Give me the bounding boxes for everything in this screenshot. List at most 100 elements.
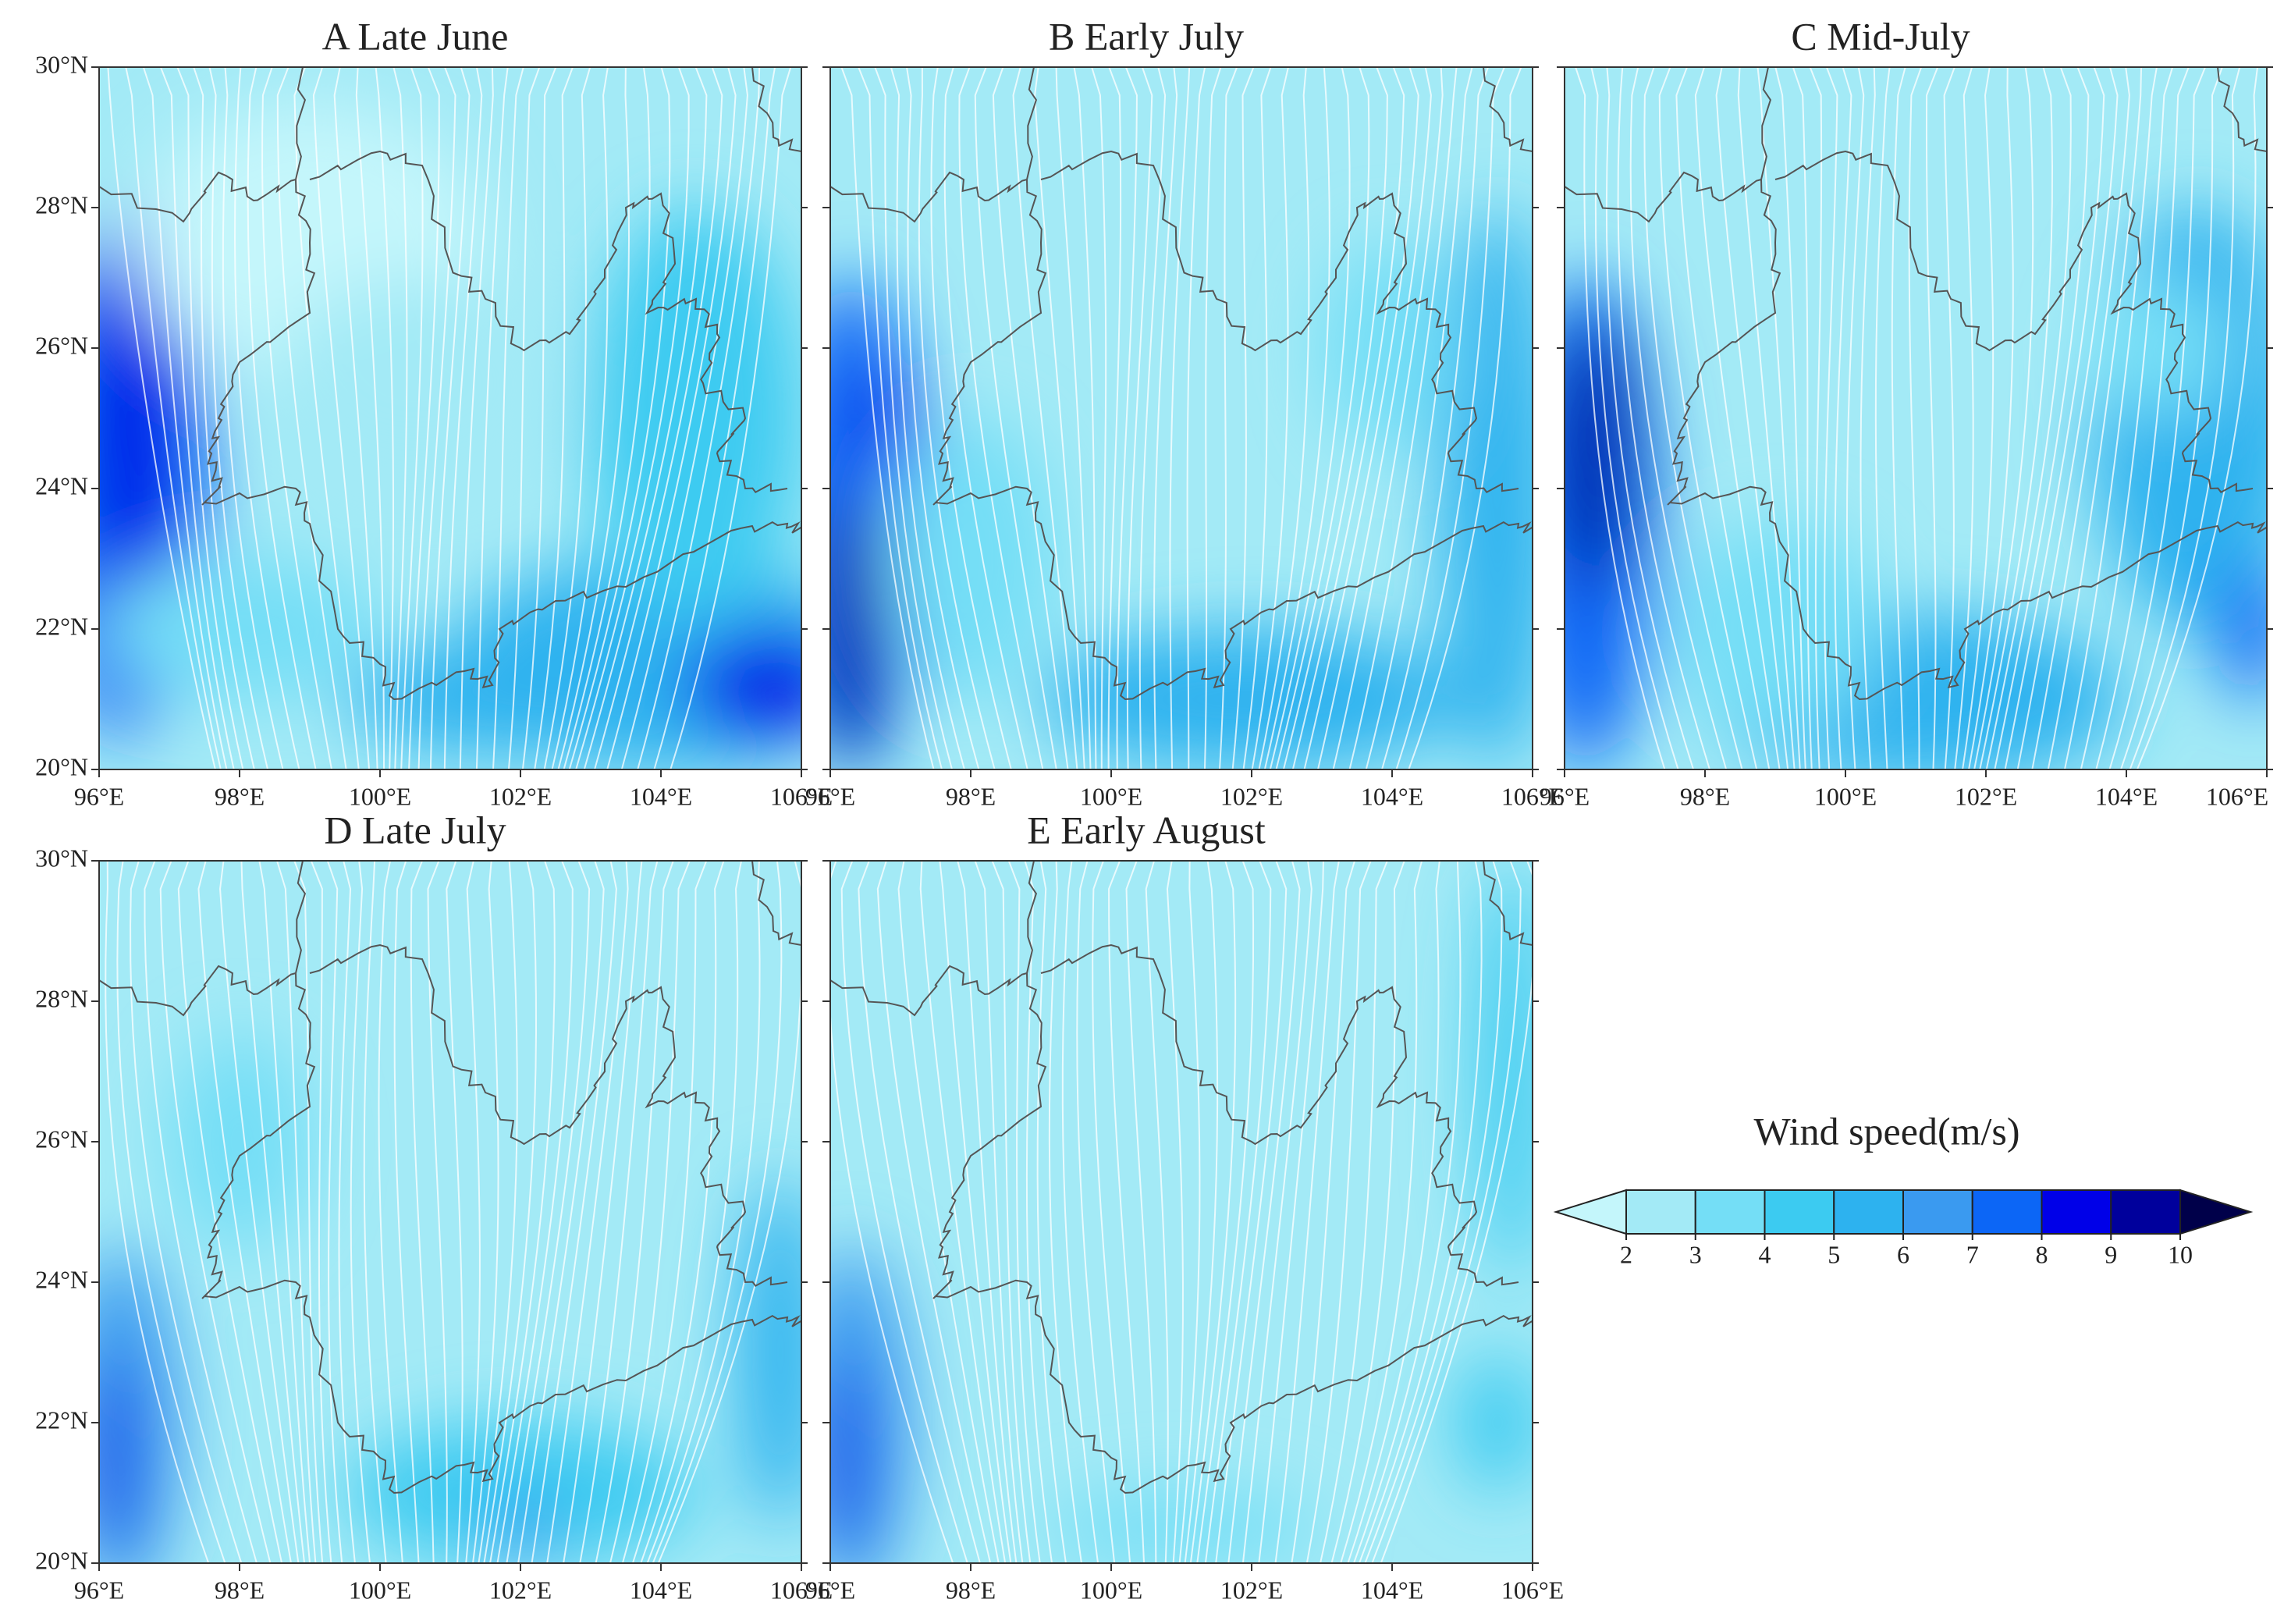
colorbar-tick-label: 9	[2105, 1240, 2117, 1268]
streamline	[583, 67, 708, 769]
streamline	[2063, 67, 2158, 769]
streamline	[400, 67, 424, 769]
province-border	[932, 179, 1533, 701]
streamline	[193, 67, 255, 769]
colorbar-bin	[1764, 1189, 1835, 1235]
streamline	[991, 861, 1032, 1563]
streamline	[1242, 67, 1272, 769]
streamline	[1358, 861, 1483, 1563]
wind-speed-area	[99, 1352, 134, 1563]
lat-label: 26°N	[35, 1125, 88, 1153]
lon-label: 96°E	[1540, 782, 1590, 810]
wind-speed-area	[345, 643, 696, 755]
lat-label: 22°N	[35, 612, 88, 640]
streamline	[1943, 67, 1955, 769]
streamline	[429, 67, 471, 769]
lon-label: 98°E	[946, 782, 996, 810]
streamline	[1985, 67, 2072, 769]
colorbar-bin	[1694, 1189, 1766, 1235]
streamline	[1658, 67, 1758, 769]
streamline	[1007, 861, 1041, 1563]
wind-speed-area	[2218, 559, 2267, 699]
province-border	[201, 972, 801, 1494]
streamline	[144, 861, 258, 1563]
wind-speed-area	[275, 278, 556, 489]
streamline	[1282, 67, 1388, 769]
province-border	[1483, 861, 1533, 946]
streamline	[1184, 861, 1219, 1563]
streamline	[276, 67, 347, 769]
streamline	[1575, 67, 1666, 769]
province-border	[1040, 150, 1519, 494]
province-border	[1774, 150, 2254, 494]
streamline	[506, 861, 591, 1563]
streamline	[1715, 67, 1789, 769]
streamline	[551, 67, 609, 769]
lat-label: 24°N	[35, 1265, 88, 1293]
colorbar-bin	[2110, 1189, 2181, 1235]
wind-speed-area	[1041, 1493, 1322, 1563]
streamline	[1303, 67, 1419, 769]
streamline	[408, 67, 440, 769]
streamline	[1590, 67, 1679, 769]
lat-label: 20°N	[35, 1546, 88, 1574]
colorbar-tick-label: 10	[2168, 1240, 2193, 1268]
streamline	[1125, 861, 1157, 1563]
streamline	[1774, 67, 1806, 769]
colorbar-tick-label: 5	[1828, 1240, 1840, 1268]
streamline	[1352, 861, 1462, 1563]
streamline	[489, 861, 556, 1563]
streamline	[958, 67, 1044, 769]
streamline	[177, 861, 283, 1563]
streamline	[350, 861, 371, 1563]
streamline	[563, 67, 651, 769]
lon-label: 106°E	[2206, 782, 2268, 810]
streamline	[312, 67, 371, 769]
streamline	[483, 861, 538, 1563]
streamline	[1316, 67, 1432, 769]
panel-frame	[829, 66, 1533, 770]
streamline	[1694, 67, 1781, 769]
streamline	[1994, 67, 2090, 769]
province-border	[309, 150, 788, 494]
streamline	[874, 67, 954, 769]
streamline	[1196, 861, 1255, 1563]
streamline	[1291, 67, 1405, 769]
streamline	[293, 861, 324, 1563]
streamline	[992, 67, 1069, 769]
colorbar-bin	[1833, 1189, 1904, 1235]
streamline	[1251, 67, 1290, 769]
streamline	[1024, 861, 1053, 1563]
province-border	[932, 972, 1533, 1494]
streamline	[653, 67, 776, 769]
streamline	[579, 861, 659, 1563]
map-area	[830, 67, 1533, 769]
streamline	[858, 861, 981, 1563]
streamline	[393, 67, 408, 769]
streamline	[443, 67, 483, 769]
streamline	[1408, 67, 1522, 769]
streamline	[1643, 67, 1743, 769]
streamline	[563, 861, 643, 1563]
streamline	[637, 67, 761, 769]
streamline	[1108, 861, 1146, 1563]
lon-label: 106°E	[1501, 1576, 1564, 1604]
streamline	[1258, 861, 1324, 1563]
lat-label: 24°N	[35, 471, 88, 499]
streamline	[620, 67, 748, 769]
streamline	[2080, 67, 2174, 769]
lon-label: 96°E	[74, 1576, 124, 1604]
lon-label: 104°E	[630, 1576, 692, 1604]
streamline	[1371, 861, 1522, 1563]
streamline	[116, 861, 226, 1563]
streamline	[534, 67, 574, 769]
colorbar-tick-label: 8	[2036, 1240, 2048, 1268]
streamline	[939, 861, 1012, 1563]
streamline	[974, 67, 1057, 769]
streamline	[1973, 67, 2034, 769]
streamline	[446, 861, 464, 1563]
province-border	[751, 861, 801, 946]
streamline	[219, 861, 300, 1563]
province-border	[1040, 943, 1519, 1288]
colorbar-title: Wind speed(m/s)	[1754, 1109, 2020, 1153]
